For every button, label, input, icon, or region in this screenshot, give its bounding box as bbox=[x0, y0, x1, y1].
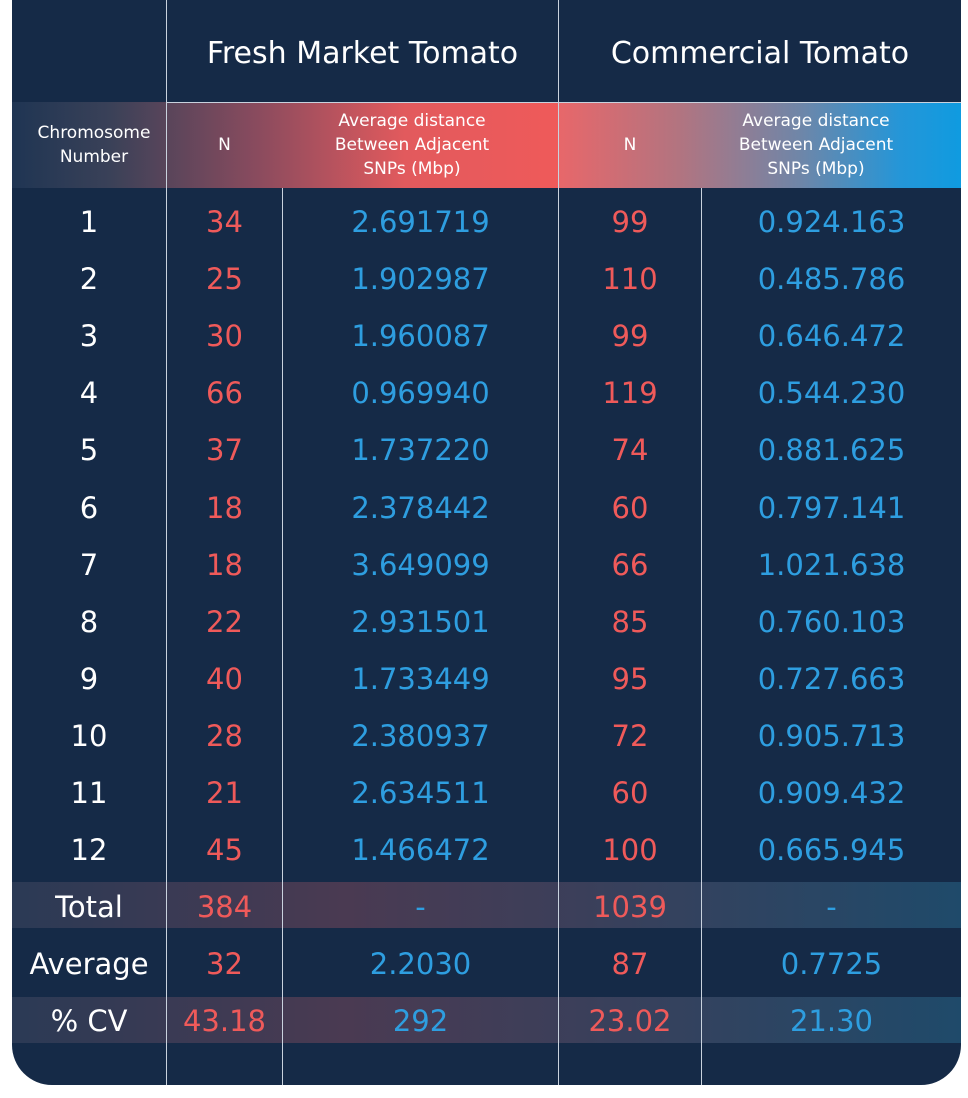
total-row-stripe bbox=[12, 882, 961, 928]
n-commercial-cell: 66 bbox=[611, 547, 649, 582]
row-label: Average bbox=[29, 947, 149, 982]
n-commercial-cell: 74 bbox=[611, 433, 649, 468]
avg-fresh-cell: 2.378442 bbox=[351, 490, 490, 525]
group-title-fresh: Fresh Market Tomato bbox=[206, 35, 519, 71]
row-label: 7 bbox=[79, 547, 99, 582]
table-panel: Fresh Market Tomato Commercial Tomato Ch… bbox=[12, 0, 961, 1085]
avg-commercial-cell: 0.760.103 bbox=[757, 604, 906, 639]
n-fresh-cell: 43.18 bbox=[182, 1004, 267, 1039]
n-fresh-cell: 40 bbox=[206, 661, 243, 696]
avg-commercial-cell: 0.909.432 bbox=[757, 776, 906, 810]
row-label: % CV bbox=[50, 1004, 128, 1039]
avg-commercial-cell: 0.544.230 bbox=[757, 376, 906, 411]
avg-commercial-cell: 0.924.163 bbox=[757, 205, 906, 239]
header-n-commercial: N bbox=[623, 135, 637, 155]
n-commercial-cell: 99 bbox=[611, 319, 649, 354]
grid-line bbox=[166, 102, 961, 103]
avg-commercial-cell: - bbox=[826, 890, 837, 925]
n-commercial-cell: 119 bbox=[602, 376, 658, 411]
avg-fresh-cell: 2.931501 bbox=[351, 604, 490, 639]
avg-fresh-cell: 292 bbox=[392, 1004, 449, 1039]
avg-fresh-cell: 1.733449 bbox=[351, 661, 490, 696]
n-commercial-cell: 100 bbox=[602, 833, 658, 868]
avg-commercial-cell: 0.881.625 bbox=[757, 433, 906, 468]
n-commercial-cell: 87 bbox=[611, 947, 649, 982]
n-fresh-cell: 45 bbox=[206, 833, 243, 868]
avg-commercial-cell: 0.665.945 bbox=[757, 833, 906, 868]
row-label: 9 bbox=[79, 661, 99, 696]
row-label: 8 bbox=[79, 604, 99, 639]
row-label: 3 bbox=[79, 319, 99, 354]
n-commercial-cell: 110 bbox=[602, 262, 658, 297]
n-fresh-cell: 28 bbox=[206, 718, 243, 753]
row-label: 4 bbox=[79, 376, 99, 411]
row-label: Total bbox=[55, 890, 123, 925]
avg-fresh-cell: - bbox=[415, 890, 426, 925]
row-label: 6 bbox=[79, 490, 99, 525]
avg-fresh-cell: 1.960087 bbox=[351, 319, 490, 354]
avg-fresh-cell: 3.649099 bbox=[351, 547, 490, 582]
header-band-right bbox=[558, 102, 961, 188]
header-avg-commercial: Average distance Between Adjacent SNPs (… bbox=[738, 111, 894, 179]
n-commercial-cell: 95 bbox=[611, 661, 649, 696]
grid-line bbox=[166, 0, 167, 1085]
avg-commercial-cell: 21.30 bbox=[789, 1004, 874, 1039]
avg-fresh-cell: 1.737220 bbox=[351, 433, 490, 468]
avg-commercial-cell: 1.021.638 bbox=[757, 547, 906, 582]
header-n-fresh: N bbox=[218, 135, 231, 155]
header-chromosome: Chromosome Number bbox=[37, 123, 151, 167]
n-commercial-cell: 60 bbox=[611, 776, 649, 810]
row-label: 5 bbox=[79, 433, 99, 468]
n-commercial-cell: 23.02 bbox=[588, 1004, 672, 1039]
grid-line bbox=[701, 188, 702, 1085]
n-fresh-cell: 21 bbox=[206, 776, 243, 810]
avg-commercial-cell: 0.727.663 bbox=[757, 661, 906, 696]
grid-line bbox=[558, 0, 559, 1085]
n-commercial-cell: 72 bbox=[611, 718, 649, 753]
header-band-left bbox=[12, 102, 558, 188]
group-title-commercial: Commercial Tomato bbox=[610, 35, 910, 71]
row-label: 1 bbox=[79, 205, 99, 239]
n-commercial-cell: 85 bbox=[611, 604, 649, 639]
n-fresh-cell: 384 bbox=[196, 890, 253, 925]
avg-fresh-cell: 2.2030 bbox=[369, 947, 472, 982]
n-fresh-cell: 34 bbox=[206, 205, 243, 239]
n-fresh-cell: 25 bbox=[206, 262, 243, 297]
avg-fresh-cell: 1.902987 bbox=[351, 262, 490, 297]
n-fresh-cell: 18 bbox=[206, 547, 243, 582]
row-label: 12 bbox=[70, 833, 108, 868]
avg-commercial-cell: 0.905.713 bbox=[757, 718, 906, 753]
n-commercial-cell: 60 bbox=[611, 490, 649, 525]
avg-fresh-cell: 2.380937 bbox=[351, 718, 490, 753]
grid-line bbox=[282, 188, 283, 1085]
n-fresh-cell: 66 bbox=[206, 376, 243, 411]
avg-commercial-cell: 0.646.472 bbox=[757, 319, 906, 354]
row-label: 10 bbox=[70, 718, 108, 753]
avg-fresh-cell: 2.691719 bbox=[351, 205, 490, 239]
cv-row-stripe bbox=[12, 997, 961, 1043]
row-label: 2 bbox=[79, 262, 99, 297]
n-commercial-cell: 1039 bbox=[593, 890, 667, 925]
avg-fresh-cell: 0.969940 bbox=[351, 376, 490, 411]
n-fresh-cell: 32 bbox=[206, 947, 243, 982]
header-avg-fresh: Average distance Between Adjacent SNPs (… bbox=[334, 111, 490, 179]
n-fresh-cell: 37 bbox=[206, 433, 243, 468]
n-fresh-cell: 18 bbox=[206, 490, 243, 525]
avg-commercial-cell: 0.485.786 bbox=[757, 262, 906, 297]
avg-commercial-cell: 0.797.141 bbox=[757, 490, 906, 525]
n-commercial-cell: 99 bbox=[611, 205, 649, 239]
n-fresh-cell: 22 bbox=[206, 604, 243, 639]
avg-commercial-cell: 0.7725 bbox=[780, 947, 883, 982]
row-label: 11 bbox=[70, 776, 108, 810]
n-fresh-cell: 30 bbox=[206, 319, 243, 354]
avg-fresh-cell: 2.634511 bbox=[351, 776, 490, 810]
avg-fresh-cell: 1.466472 bbox=[351, 833, 490, 868]
